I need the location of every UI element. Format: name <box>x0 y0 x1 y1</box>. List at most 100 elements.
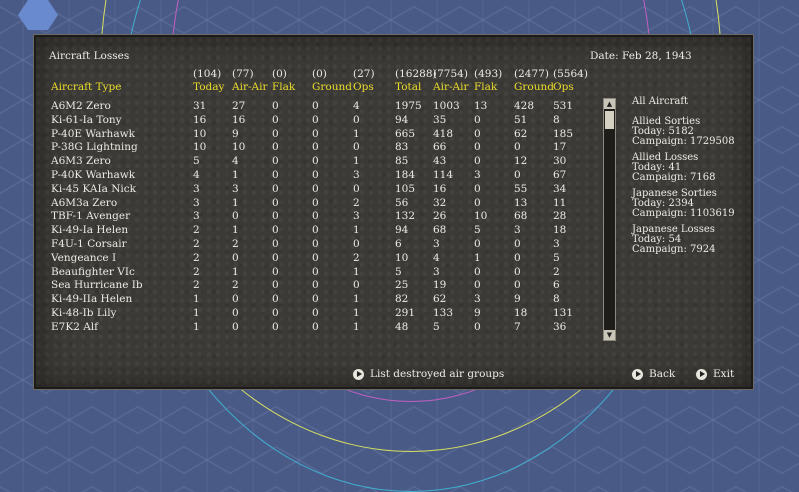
table-cell: 6 <box>395 238 402 250</box>
table-cell: 0 <box>232 307 239 319</box>
table-cell: 2 <box>193 265 200 278</box>
exit-label: Exit <box>713 368 735 380</box>
table-cell: 0 <box>474 279 481 292</box>
column-header: Ground <box>514 81 554 93</box>
arrow-right-icon <box>353 368 364 380</box>
table-cell: 18 <box>514 307 528 319</box>
table-cell: 12 <box>514 155 528 168</box>
aircraft-type-cell: Beaufighter VIc <box>51 265 135 278</box>
table-cell: 1 <box>232 169 239 181</box>
scroll-up-button[interactable]: ▲ <box>604 99 615 109</box>
table-cell: 82 <box>395 293 409 306</box>
table-cell: 114 <box>433 169 454 181</box>
back-label: Back <box>649 368 676 380</box>
table-cell: 25 <box>395 279 409 292</box>
table-cell: 8 <box>553 293 560 306</box>
allied-sorties-today: Today: 5182 <box>632 126 694 137</box>
table-cell: 0 <box>514 169 521 181</box>
table-cell: 0 <box>272 127 279 140</box>
table-cell: 5 <box>553 251 560 264</box>
table-cell: 2 <box>193 224 200 237</box>
table-cell: 31 <box>193 100 207 112</box>
map-hex-highlight <box>18 0 58 30</box>
table-cell: 1 <box>353 307 360 319</box>
japanese-losses-campaign: Campaign: 7924 <box>632 244 716 255</box>
table-cell: 16 <box>232 113 246 126</box>
column-header: Air-Air <box>433 81 469 93</box>
aircraft-type-cell: TBF-1 Avenger <box>51 210 131 223</box>
back-button[interactable]: Back <box>632 367 675 381</box>
table-cell: 184 <box>395 169 416 181</box>
column-total: (7754) <box>433 68 468 80</box>
table-cell: 10 <box>193 141 207 154</box>
table-cell: 1 <box>232 196 239 209</box>
table-cell: 3 <box>193 182 200 195</box>
table-cell: 56 <box>395 196 409 209</box>
table-cell: 0 <box>312 141 319 154</box>
table-cell: 3 <box>353 210 360 223</box>
aircraft-type-cell: E7K2 Alf <box>51 320 99 333</box>
exit-button[interactable]: Exit <box>696 367 734 381</box>
table-cell: 3 <box>353 169 360 181</box>
table-cell: 0 <box>474 182 481 195</box>
aircraft-type-cell: P-40K Warhawk <box>51 169 136 181</box>
table-cell: 19 <box>433 279 447 292</box>
table-cell: 3 <box>514 224 521 237</box>
aircraft-type-cell: A6M3 Zero <box>51 155 111 168</box>
table-cell: 16 <box>433 182 447 195</box>
table-cell: 1 <box>353 320 360 333</box>
table-cell: 2 <box>232 279 239 292</box>
table-cell: 0 <box>514 251 521 264</box>
table-cell: 0 <box>272 169 279 181</box>
date-label: Date: Feb 28, 1943 <box>590 50 692 62</box>
table-cell: 1003 <box>433 100 460 112</box>
column-total: (5564) <box>553 68 588 80</box>
table-cell: 3 <box>433 238 440 250</box>
table-cell: 3 <box>193 210 200 223</box>
table-cell: 0 <box>232 210 239 223</box>
table-cell: 105 <box>395 182 416 195</box>
aircraft-type-cell: A6M3a Zero <box>51 196 118 209</box>
table-cell: 1 <box>232 265 239 278</box>
table-cell: 67 <box>553 169 567 181</box>
aircraft-type-cell: Sea Hurricane Ib <box>51 279 143 292</box>
table-cell: 6 <box>553 279 560 292</box>
table-cell: 0 <box>232 293 239 306</box>
table-cell: 0 <box>272 265 279 278</box>
table-cell: 0 <box>474 196 481 209</box>
table-cell: 34 <box>553 182 567 195</box>
table-cell: 94 <box>395 113 409 126</box>
table-cell: 68 <box>514 210 528 223</box>
table-cell: 32 <box>433 196 447 209</box>
table-cell: 85 <box>395 155 409 168</box>
table-scrollbar[interactable]: ▲ ▼ <box>603 98 616 341</box>
table-cell: 1 <box>353 224 360 237</box>
table-cell: 0 <box>353 279 360 292</box>
table-cell: 131 <box>553 307 574 319</box>
table-cell: 0 <box>353 113 360 126</box>
scroll-down-button[interactable]: ▼ <box>604 330 615 340</box>
japanese-losses-today: Today: 54 <box>632 234 682 245</box>
table-cell: 0 <box>272 320 279 333</box>
table-cell: 3 <box>474 293 481 306</box>
table-cell: 66 <box>433 141 447 154</box>
table-cell: 9 <box>514 293 521 306</box>
column-total: (27) <box>353 68 375 80</box>
table-cell: 0 <box>474 113 481 126</box>
table-cell: 4 <box>232 155 239 168</box>
table-cell: 0 <box>312 320 319 333</box>
table-cell: 1 <box>193 307 200 319</box>
list-destroyed-air-groups-button[interactable]: List destroyed air groups <box>353 367 504 381</box>
table-cell: 1 <box>353 127 360 140</box>
table-cell: 8 <box>553 113 560 126</box>
scroll-thumb[interactable] <box>605 111 614 129</box>
table-cell: 0 <box>312 307 319 319</box>
allied-losses-campaign: Campaign: 7168 <box>632 172 716 183</box>
table-cell: 62 <box>514 127 528 140</box>
table-cell: 0 <box>272 224 279 237</box>
table-cell: 10 <box>232 141 246 154</box>
table-cell: 4 <box>433 251 440 264</box>
japanese-sorties-campaign: Campaign: 1103619 <box>632 208 735 219</box>
table-cell: 11 <box>553 196 567 209</box>
column-header: Ops <box>553 81 574 93</box>
